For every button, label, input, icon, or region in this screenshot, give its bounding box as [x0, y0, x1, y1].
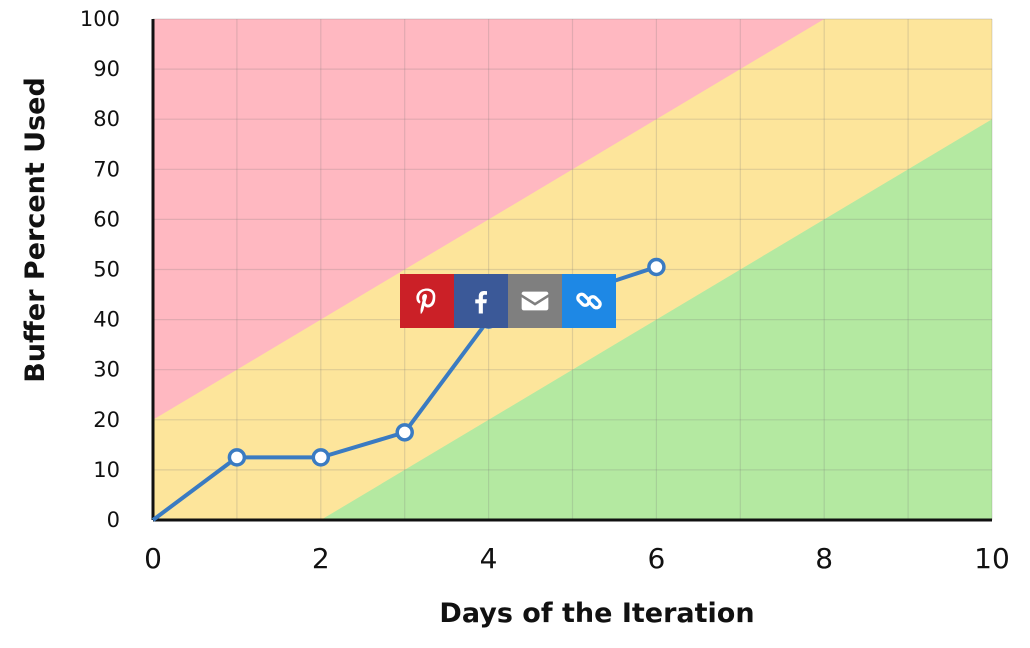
zone-red — [153, 19, 825, 420]
x-tick-label: 2 — [312, 542, 330, 575]
y-tick-label: 10 — [93, 458, 120, 482]
data-point — [311, 448, 331, 467]
data-point — [395, 423, 414, 442]
link-share-button[interactable] — [562, 274, 616, 328]
data-point — [227, 448, 247, 467]
y-tick-label: 40 — [93, 308, 120, 332]
y-tick-labels: 0 10 20 30 40 50 60 70 80 90 100 — [80, 7, 120, 532]
x-axis-title: Days of the Iteration — [439, 598, 754, 629]
zones — [153, 19, 992, 520]
x-tick-label: 6 — [647, 542, 665, 575]
pinterest-icon — [416, 288, 436, 314]
y-tick-label: 80 — [93, 107, 120, 131]
data-point — [647, 257, 666, 277]
y-tick-label: 60 — [93, 207, 120, 231]
email-share-button[interactable] — [508, 274, 562, 328]
y-axis-title: Buffer Percent Used — [20, 77, 51, 383]
x-tick-label: 4 — [480, 542, 498, 575]
link-icon — [576, 292, 602, 310]
x-tick-labels: 0 2 4 6 8 10 — [144, 542, 1010, 575]
y-tick-label: 90 — [93, 57, 120, 81]
y-tick-label: 50 — [93, 258, 120, 282]
facebook-share-button[interactable] — [454, 274, 508, 328]
y-tick-label: 70 — [93, 157, 120, 181]
y-tick-label: 100 — [80, 7, 120, 31]
share-bar — [400, 274, 616, 328]
y-tick-label: 0 — [107, 508, 120, 532]
x-tick-label: 8 — [815, 542, 833, 575]
x-tick-label: 10 — [974, 542, 1010, 575]
y-tick-label: 30 — [93, 358, 120, 382]
grid-lines — [152, 18, 993, 521]
pinterest-share-button[interactable] — [400, 274, 454, 328]
email-icon — [521, 291, 549, 311]
facebook-icon — [475, 291, 487, 314]
x-tick-label: 0 — [144, 542, 162, 575]
y-tick-label: 20 — [93, 408, 120, 432]
